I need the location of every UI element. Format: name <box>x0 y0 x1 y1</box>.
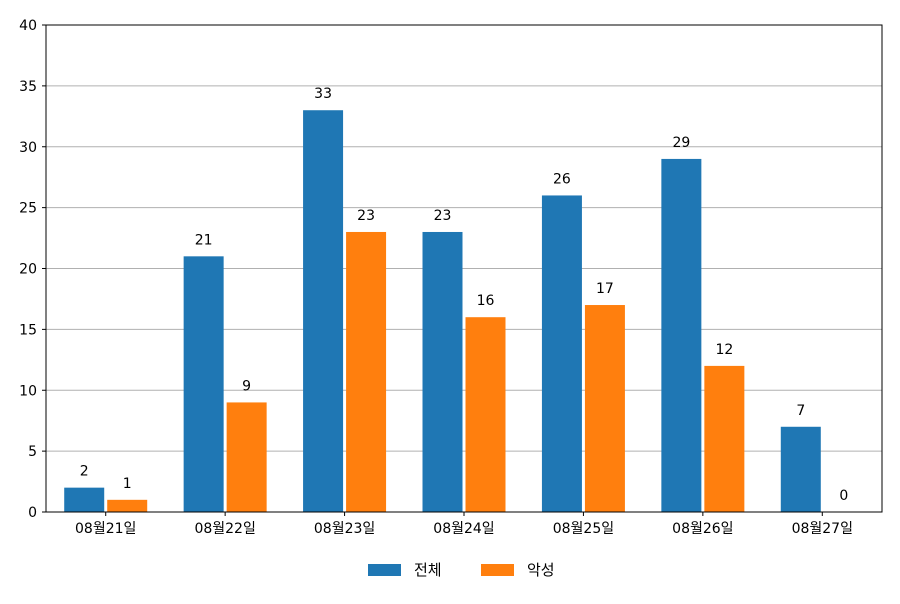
x-tick-label: 08월24일 <box>433 521 494 537</box>
x-tick-label: 08월21일 <box>75 521 136 537</box>
bar-malicious <box>584 305 625 512</box>
y-tick-label: 0 <box>28 505 37 521</box>
bar-total <box>303 110 344 512</box>
y-tick-label: 40 <box>19 18 37 34</box>
bar-total <box>183 256 224 512</box>
y-axis: 0 5 10 15 20 25 30 35 40 <box>19 18 46 521</box>
data-label: 26 <box>553 171 571 187</box>
bar-total <box>541 195 582 512</box>
y-tick-label: 20 <box>19 262 37 278</box>
gridlines <box>46 85 882 452</box>
y-tick-label: 30 <box>19 140 37 156</box>
legend-swatch <box>368 564 401 576</box>
bars <box>64 110 821 513</box>
y-tick-label: 5 <box>28 444 37 460</box>
x-tick-label: 08월26일 <box>672 521 733 537</box>
bar-malicious <box>704 365 745 512</box>
data-label: 9 <box>242 378 251 394</box>
x-tick-label: 08월27일 <box>792 521 853 537</box>
data-label: 1 <box>123 476 132 492</box>
legend-item: 전체 <box>368 561 442 579</box>
legend-label: 악성 <box>527 561 555 579</box>
y-tick-label: 15 <box>19 322 37 338</box>
legend: 전체 악성 <box>368 561 555 579</box>
bar-total <box>422 231 463 512</box>
bar-total <box>661 158 702 513</box>
legend-swatch <box>481 564 514 576</box>
bar-total <box>780 426 821 512</box>
data-label: 16 <box>477 293 495 309</box>
legend-label: 전체 <box>414 561 442 579</box>
data-label: 33 <box>314 86 332 102</box>
x-tick-label: 08월22일 <box>194 521 255 537</box>
y-tick-label: 35 <box>19 79 37 95</box>
bar-malicious <box>107 499 148 512</box>
data-label: 0 <box>839 488 848 504</box>
y-tick-label: 25 <box>19 201 37 217</box>
data-label: 12 <box>715 342 733 358</box>
data-label: 29 <box>672 135 690 151</box>
bar-malicious <box>226 402 267 512</box>
data-label: 21 <box>195 232 213 248</box>
bar-total <box>64 487 105 512</box>
x-tick-label: 08월25일 <box>553 521 614 537</box>
data-label: 17 <box>596 281 614 297</box>
data-label: 2 <box>80 464 89 480</box>
data-label: 23 <box>357 208 375 224</box>
bar-malicious <box>346 231 387 512</box>
data-label: 23 <box>434 208 452 224</box>
x-axis: 08월21일 08월22일 08월23일 08월24일 08월25일 08월26일 08월2… <box>75 512 853 537</box>
data-label: 7 <box>796 403 805 419</box>
legend-item: 악성 <box>481 561 555 579</box>
y-tick-label: 10 <box>19 383 37 399</box>
x-tick-label: 08월23일 <box>314 521 375 537</box>
bar-malicious <box>465 317 506 512</box>
